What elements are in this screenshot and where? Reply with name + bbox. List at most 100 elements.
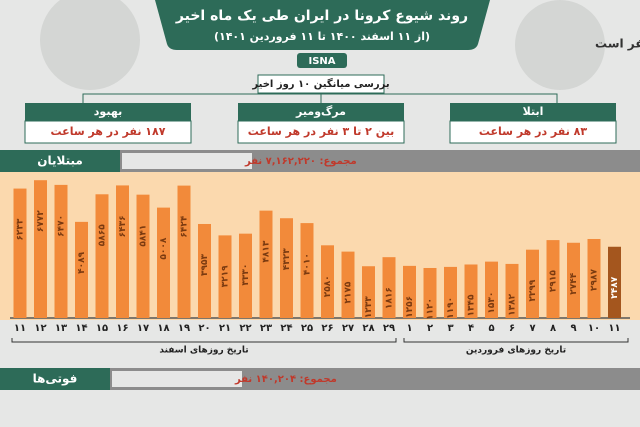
bar bbox=[259, 210, 273, 318]
value-label: ۶۴۷۰ bbox=[57, 215, 67, 237]
bar bbox=[13, 188, 27, 318]
x-tick-label: ۲۷ bbox=[342, 323, 354, 334]
bar bbox=[177, 185, 191, 318]
deaths-title: فوتی‌ها bbox=[33, 372, 78, 387]
value-label: ۵۸۴۱ bbox=[139, 225, 149, 247]
x-tick-label: ۱ bbox=[406, 323, 412, 334]
x-tick-label: ۴ bbox=[468, 323, 474, 334]
bar bbox=[198, 223, 211, 318]
box-label: ابتلا bbox=[523, 105, 544, 118]
bar bbox=[300, 223, 314, 318]
bar bbox=[403, 265, 416, 318]
chart-total: مجموع: ۷,۱۶۲,۲۲۰ نفر bbox=[244, 156, 357, 167]
deaths-total: مجموع: ۱۴۰,۲۰۴ نفر bbox=[234, 374, 337, 385]
x-tick-label: ۱۵ bbox=[96, 323, 108, 334]
bar bbox=[341, 251, 355, 318]
x-tick-label: ۲۱ bbox=[219, 323, 231, 334]
group-bracket bbox=[11, 338, 397, 343]
total-box bbox=[122, 153, 252, 169]
value-label: ۱۸۱۶ bbox=[385, 287, 395, 309]
group-bracket bbox=[403, 338, 629, 343]
x-tick-label: ۱۶ bbox=[116, 323, 128, 334]
x-tick-label: ۲۳ bbox=[260, 323, 272, 334]
x-tick-label: ۵ bbox=[488, 323, 494, 334]
x-tick-label: ۲۶ bbox=[321, 323, 333, 334]
group-label: تاریخ روزهای اسفند bbox=[159, 346, 248, 356]
value-label: ۱۳۴۵ bbox=[467, 294, 477, 316]
value-label: ۱۳۸۲ bbox=[508, 293, 518, 315]
bar bbox=[362, 266, 375, 318]
bar bbox=[587, 238, 601, 318]
virus-decoration bbox=[40, 0, 140, 90]
x-tick-label: ۱۰ bbox=[588, 323, 600, 334]
value-label: ۱۵۳۰ bbox=[487, 292, 497, 314]
total-box bbox=[112, 371, 242, 387]
x-tick-label: ۱۷ bbox=[137, 323, 149, 334]
value-label: ۳۲۱۹ bbox=[221, 265, 231, 287]
x-tick-label: ۲۴ bbox=[280, 323, 292, 334]
chart-title: مبتلایان bbox=[37, 154, 83, 168]
bar bbox=[280, 218, 293, 318]
value-label: ۴۳۲۳ bbox=[282, 248, 292, 270]
value-label: ۲۵۸۰ bbox=[323, 275, 333, 297]
value-label: ۳۳۳۰ bbox=[241, 264, 251, 286]
value-label: ۴۸۱۳ bbox=[262, 240, 272, 262]
value-label: ۱۲۵۶ bbox=[405, 296, 415, 318]
box-value: بین ۲ تا ۳ نفر در هر ساعت bbox=[248, 125, 394, 138]
x-tick-label: ۶ bbox=[509, 323, 515, 334]
box-body bbox=[449, 120, 617, 144]
bar bbox=[444, 266, 457, 318]
bar bbox=[608, 246, 621, 318]
value-label: ۴۰۸۹ bbox=[77, 251, 87, 273]
value-label: ۱۱۲۰ bbox=[426, 298, 436, 320]
bar bbox=[239, 233, 252, 318]
virus-decoration bbox=[515, 0, 605, 90]
x-tick-label: ۲۸ bbox=[362, 323, 374, 334]
value-label: ۲۷۴۴ bbox=[569, 272, 579, 294]
x-tick-label: ۳ bbox=[447, 323, 453, 334]
value-label: ۵۰۰۸ bbox=[159, 237, 169, 259]
x-tick-label: ۱۱ bbox=[14, 323, 26, 334]
bar bbox=[34, 180, 47, 318]
x-tick-label: ۱۴ bbox=[75, 323, 87, 334]
value-label: ۴۰۱۰ bbox=[303, 253, 313, 275]
x-tick-label: ۲۰ bbox=[198, 323, 210, 334]
x-tick-label: ۹ bbox=[570, 323, 576, 334]
value-label: ۲۱۷۵ bbox=[344, 281, 354, 303]
x-tick-label: ۱۹ bbox=[178, 323, 190, 334]
x-tick-label: ۲۵ bbox=[301, 323, 313, 334]
x-tick-label: ۱۲ bbox=[34, 323, 46, 334]
bar bbox=[546, 240, 560, 318]
bar bbox=[464, 264, 478, 318]
bar bbox=[136, 194, 150, 318]
box-body bbox=[237, 120, 405, 144]
value-label: ۵۸۶۵ bbox=[98, 224, 108, 246]
x-tick-label: ۸ bbox=[550, 323, 556, 334]
box-header bbox=[450, 103, 616, 121]
value-label: ۱۲۳۳ bbox=[364, 296, 374, 318]
x-tick-label: ۱۳ bbox=[55, 323, 67, 334]
summary-title-box bbox=[257, 74, 385, 94]
value-label: ۲۴۸۷ bbox=[610, 276, 620, 298]
box-value: ۸۳ نفر در هر ساعت bbox=[479, 125, 587, 138]
value-label: ۶۲۳۳ bbox=[16, 218, 26, 240]
x-tick-label: ۱۱ bbox=[608, 323, 620, 334]
source-badge bbox=[297, 53, 347, 68]
bar bbox=[382, 257, 396, 318]
box-label: بهبود bbox=[94, 105, 122, 118]
bar bbox=[218, 235, 232, 318]
x-tick-label: ۲۹ bbox=[383, 323, 395, 334]
bar bbox=[526, 249, 539, 318]
x-tick-label: ۷ bbox=[529, 323, 535, 334]
value-label: ۲۹۱۵ bbox=[549, 270, 559, 292]
x-tick-label: ۱۸ bbox=[157, 323, 169, 334]
value-label: ۶۴۳۶ bbox=[118, 215, 128, 237]
bar bbox=[423, 267, 437, 318]
bar bbox=[116, 185, 129, 318]
box-header bbox=[25, 103, 191, 121]
bar bbox=[505, 263, 519, 318]
bar bbox=[485, 261, 498, 318]
group-label: تاریخ روزهای فروردین bbox=[466, 346, 566, 356]
summary-box: ابتلا ۸۳ نفر در هر ساعت bbox=[449, 103, 617, 144]
